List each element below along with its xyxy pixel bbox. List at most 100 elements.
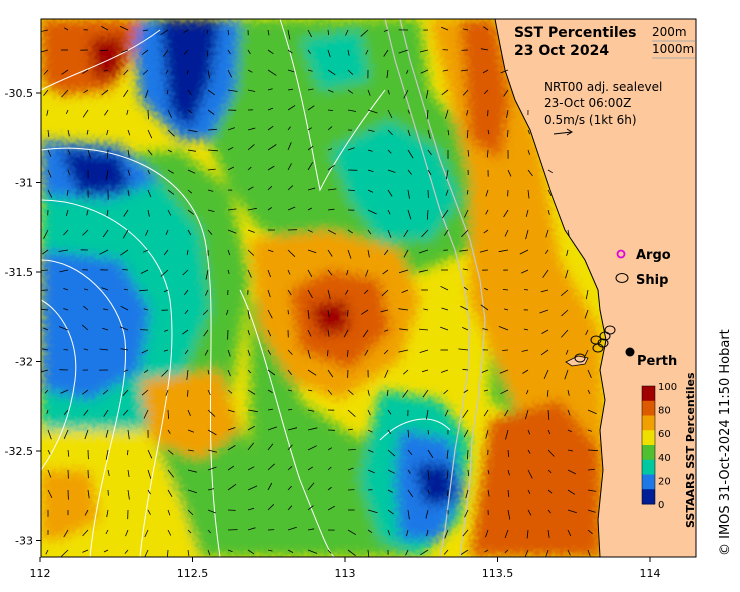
- current-vector: [587, 469, 595, 471]
- current-vector: [47, 489, 53, 498]
- current-vector: [545, 549, 549, 557]
- current-vector: [367, 229, 372, 235]
- current-vector: [227, 89, 238, 92]
- current-vector: [407, 429, 410, 438]
- current-vector: [327, 389, 333, 395]
- current-vector: [83, 348, 89, 351]
- current-vector: [503, 89, 509, 97]
- current-vector: [423, 308, 429, 311]
- current-vector: [227, 427, 236, 431]
- current-vector: [227, 269, 230, 275]
- current-vector: [184, 349, 189, 355]
- current-vector: [287, 206, 296, 211]
- current-vector: [307, 289, 313, 299]
- current-vector: [403, 229, 409, 238]
- current-vector: [41, 269, 49, 271]
- current-vector: [61, 549, 69, 557]
- current-vector: [398, 269, 409, 274]
- current-vector: [383, 349, 389, 355]
- current-vector: [566, 249, 569, 256]
- current-vector: [464, 209, 469, 218]
- current-vector: [247, 409, 258, 413]
- current-vector: [63, 529, 69, 538]
- current-vector: [461, 229, 469, 238]
- current-vector: [459, 249, 469, 252]
- current-vector: [147, 169, 151, 175]
- current-vector: [444, 409, 449, 417]
- current-vector: [67, 449, 70, 457]
- current-vector: [519, 249, 529, 255]
- current-vector: [287, 49, 293, 54]
- current-vector: [362, 329, 369, 338]
- current-vector: [167, 469, 175, 478]
- current-vector: [307, 229, 313, 233]
- current-vector: [383, 29, 389, 32]
- current-vector: [327, 89, 334, 93]
- current-vector: [540, 289, 549, 293]
- current-vector: [207, 488, 214, 491]
- current-vector: [544, 249, 549, 255]
- current-vector: [82, 529, 89, 537]
- current-vector: [187, 409, 191, 416]
- current-vector: [307, 145, 314, 151]
- current-vector: [327, 369, 334, 378]
- current-vector: [545, 229, 549, 238]
- current-vector: [123, 288, 129, 291]
- current-vector: [367, 109, 378, 114]
- current-vector: [147, 209, 150, 217]
- colorbar-tick-label: 100: [658, 382, 677, 393]
- current-vector: [444, 229, 449, 236]
- current-vector: [81, 324, 89, 331]
- current-vector: [407, 489, 414, 498]
- current-vector: [462, 268, 469, 271]
- current-vector: [565, 349, 569, 355]
- current-vector: [287, 389, 293, 392]
- current-vector: [267, 69, 277, 76]
- current-vector: [43, 69, 49, 75]
- current-vector: [61, 69, 69, 75]
- current-vector: [41, 249, 49, 255]
- current-vector: [120, 305, 129, 311]
- current-vector: [122, 409, 129, 416]
- current-vector: [103, 308, 109, 311]
- current-vector: [441, 307, 449, 311]
- current-vector: [426, 529, 429, 537]
- current-vector: [267, 329, 272, 337]
- argo-legend-icon: [616, 249, 626, 259]
- current-vector: [187, 89, 192, 96]
- current-vector: [327, 208, 335, 211]
- y-tick-label: -30.5: [5, 87, 33, 100]
- current-vector: [483, 409, 489, 417]
- current-vector: [547, 409, 550, 420]
- current-vector: [267, 289, 271, 298]
- current-vector: [105, 449, 109, 460]
- current-vector: [99, 49, 109, 52]
- current-vector: [561, 289, 569, 297]
- current-vector: [102, 389, 109, 395]
- current-vector: [407, 189, 410, 199]
- current-vector: [543, 369, 549, 380]
- current-vector: [43, 327, 49, 331]
- current-vector: [327, 229, 337, 235]
- current-vector: [487, 149, 489, 158]
- current-vector: [247, 309, 250, 320]
- current-vector: [507, 469, 510, 476]
- current-vector: [287, 444, 293, 451]
- current-vector: [287, 269, 291, 275]
- current-vector: [287, 427, 298, 431]
- ship-marker: [574, 353, 586, 363]
- current-vector: [267, 482, 273, 491]
- contour-key-1000m: 1000m: [652, 42, 694, 56]
- current-vector: [207, 449, 218, 453]
- current-vector: [141, 49, 149, 55]
- current-vector: [426, 109, 429, 120]
- current-vector: [47, 149, 52, 158]
- current-vector: [267, 165, 275, 171]
- current-vector: [58, 326, 69, 331]
- current-scale-note: 0.5m/s (1kt 6h): [544, 113, 637, 127]
- current-vector: [101, 89, 109, 96]
- current-vector: [45, 549, 49, 555]
- current-vector: [247, 466, 255, 471]
- current-vector: [307, 207, 312, 211]
- current-vector: [247, 389, 256, 395]
